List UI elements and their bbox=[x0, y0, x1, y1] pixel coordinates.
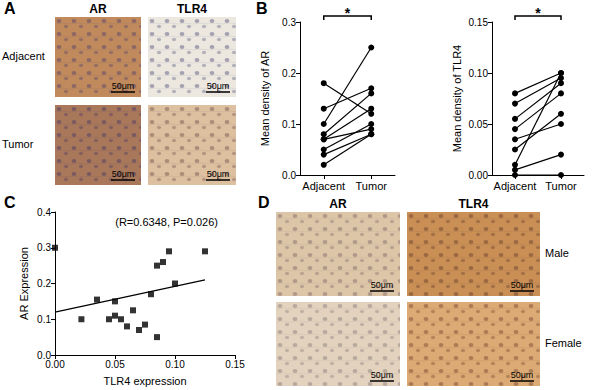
svg-text:50μm: 50μm bbox=[207, 169, 230, 179]
svg-text:0.00: 0.00 bbox=[469, 170, 489, 181]
svg-text:TLR4 expression: TLR4 expression bbox=[103, 375, 186, 387]
html-text:TLR4: TLR4 bbox=[458, 197, 489, 211]
svg-text:0.10: 0.10 bbox=[469, 68, 489, 79]
svg-text:0.1: 0.1 bbox=[37, 314, 51, 325]
svg-text:50μm: 50μm bbox=[112, 169, 135, 179]
svg-text:0.4: 0.4 bbox=[37, 207, 51, 218]
svg-text:0.00: 0.00 bbox=[45, 359, 65, 370]
svg-text:AR Expression: AR Expression bbox=[18, 247, 30, 320]
svg-text:Mean density of AR: Mean density of AR bbox=[259, 51, 271, 146]
svg-text:50μm: 50μm bbox=[112, 81, 135, 91]
svg-text:0.2: 0.2 bbox=[282, 68, 296, 79]
svg-text:0.3: 0.3 bbox=[37, 242, 51, 253]
html-text:Adjacent: Adjacent bbox=[2, 50, 45, 62]
svg-text:0.2: 0.2 bbox=[37, 278, 51, 289]
svg-text:0.0: 0.0 bbox=[37, 349, 51, 361]
svg-text:0.05: 0.05 bbox=[469, 119, 489, 130]
svg-text:0.15: 0.15 bbox=[469, 17, 489, 28]
svg-text:0.05: 0.05 bbox=[105, 359, 125, 370]
svg-text:50μm: 50μm bbox=[511, 370, 534, 380]
svg-text:*: * bbox=[535, 5, 541, 21]
html-text:Female: Female bbox=[545, 337, 582, 349]
svg-text:50μm: 50μm bbox=[207, 81, 230, 91]
html-text:Tumor: Tumor bbox=[2, 138, 34, 150]
svg-text:Tumor: Tumor bbox=[545, 180, 577, 192]
html-text:B: B bbox=[256, 0, 268, 17]
html-text:AR: AR bbox=[329, 197, 347, 211]
svg-text:50μm: 50μm bbox=[371, 370, 394, 380]
html-text:A: A bbox=[4, 0, 16, 17]
svg-text:(R=0.6348, P=0.026): (R=0.6348, P=0.026) bbox=[115, 216, 218, 228]
svg-text:*: * bbox=[345, 5, 351, 21]
svg-text:0.10: 0.10 bbox=[165, 359, 185, 370]
svg-text:50μm: 50μm bbox=[371, 280, 394, 290]
html-text:Male: Male bbox=[545, 247, 569, 259]
html-text:D: D bbox=[258, 194, 270, 211]
svg-text:0.1: 0.1 bbox=[282, 119, 296, 130]
svg-text:50μm: 50μm bbox=[511, 280, 534, 290]
svg-text:0.3: 0.3 bbox=[282, 17, 296, 28]
html-text:TLR4: TLR4 bbox=[177, 2, 207, 16]
svg-text:Mean density of TLR4: Mean density of TLR4 bbox=[451, 45, 463, 152]
svg-text:Tumor: Tumor bbox=[356, 180, 388, 192]
html-text:AR: AR bbox=[89, 2, 107, 16]
svg-text:Adjacent: Adjacent bbox=[494, 180, 537, 192]
html-text:C: C bbox=[4, 194, 16, 211]
svg-text:Adjacent: Adjacent bbox=[302, 180, 345, 192]
svg-text:0.15: 0.15 bbox=[225, 359, 245, 370]
svg-text:0.0: 0.0 bbox=[282, 170, 296, 181]
